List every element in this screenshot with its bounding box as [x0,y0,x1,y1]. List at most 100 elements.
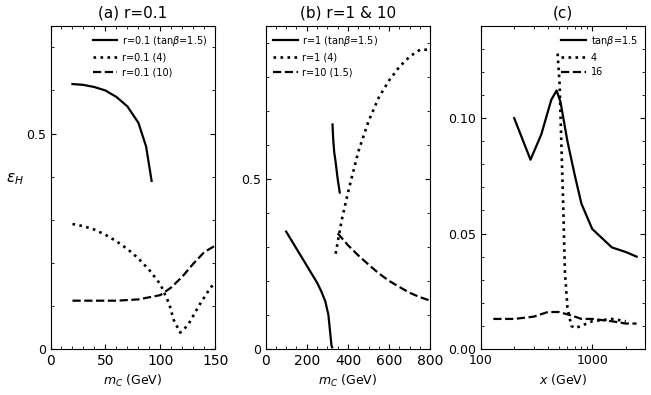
r=0.1 (10) [212,243,219,248]
tan$\beta$=1.5 [622,250,630,254]
4 [561,271,569,275]
tan$\beta$=1.5 [557,100,564,104]
r=1 (tan$\beta$=1.5) [283,229,290,234]
4 [559,203,567,208]
16 [589,316,596,321]
4 [554,51,562,56]
X-axis label: $x$ (GeV): $x$ (GeV) [539,372,587,387]
4 [577,324,585,328]
r=1 (4) [338,217,346,222]
16 [564,312,572,317]
Legend: r=1 (tan$\beta$=1.5), r=1 (4), r=10 (1.5): r=1 (tan$\beta$=1.5), r=1 (4), r=10 (1.5… [270,31,381,80]
16 [571,314,579,319]
4 [608,316,616,321]
r=0.1 (4) [184,323,192,327]
r=1 (4) [375,95,383,100]
r=1 (tan$\beta$=1.5) [288,239,296,244]
4 [589,319,596,324]
r=1 (tan$\beta$=1.5) [327,333,335,338]
r=0.1 (10) [178,274,186,279]
r=0.1 (10) [189,261,197,266]
r=0.1 (tan$\beta$=1.5) [90,85,98,89]
r=0.1 (4) [135,256,143,261]
16 [544,310,551,314]
r=0.1 (10) [167,285,175,290]
r=1 (tan$\beta$=1.5) [301,260,309,265]
16 [490,316,497,321]
r=10 (1.5) [406,290,413,295]
Line: r=0.1 (tan$\beta$=1.5): r=0.1 (tan$\beta$=1.5) [72,84,152,181]
r=0.1 (tan$\beta$=1.5) [135,120,143,125]
Y-axis label: $\varepsilon_H$: $\varepsilon_H$ [6,172,23,187]
r=1 (tan$\beta$=1.5) [307,270,315,275]
r=0.1 (tan$\beta$=1.5) [148,179,156,183]
r=10 (1.5) [426,298,434,303]
r=1 (4) [426,47,434,52]
Line: r=0.1 (4): r=0.1 (4) [72,224,215,333]
r=0.1 (4) [176,330,184,335]
tan$\beta$=1.5 [527,157,534,162]
X-axis label: $m_C$ (GeV): $m_C$ (GeV) [318,373,378,389]
r=1 (tan$\beta$=1.5) [324,312,332,317]
16 [622,321,630,326]
r=0.1 (tan$\beta$=1.5) [102,88,109,93]
r=0.1 (4) [195,303,202,308]
r=10 (1.5) [396,285,404,290]
r=1 (tan$\beta$=1.5) [317,289,325,293]
4 [557,143,565,148]
tan$\beta$=1.5 [547,97,555,102]
tan$\beta$=1.5 [553,88,561,93]
r=10 (1.5) [365,262,372,267]
tan$\beta$=1.5 [577,201,585,206]
16 [608,319,616,324]
r=10 (1.5) [344,243,352,248]
Title: (b) r=1 & 10: (b) r=1 & 10 [300,6,396,21]
4 [556,81,564,86]
tan$\beta$=1.5 [633,254,641,259]
r=0.1 (4) [102,232,109,237]
r=0.1 (4) [212,280,219,284]
r=0.1 (4) [124,246,132,251]
tan$\beta$=1.5 [510,116,518,120]
16 [633,321,641,326]
r=1 (4) [385,78,393,83]
r=10 (1.5) [354,253,362,258]
r=1 (4) [344,190,352,195]
r=0.1 (4) [79,224,87,229]
r=0.1 (4) [206,286,214,291]
r=0.1 (4) [165,301,173,306]
16 [555,310,562,314]
r=1 (4) [406,54,413,59]
r=1 (tan$\beta$=1.5) [328,345,336,350]
r=1 (tan$\beta$=1.5) [322,299,329,304]
r=1 (4) [354,149,362,154]
r=0.1 (tan$\beta$=1.5) [124,104,132,109]
16 [530,314,538,319]
r=10 (1.5) [334,231,342,236]
r=0.1 (4) [145,268,153,273]
tan$\beta$=1.5 [608,245,616,250]
r=0.1 (4) [170,317,178,322]
Line: tan$\beta$=1.5: tan$\beta$=1.5 [514,90,637,257]
r=0.1 (4) [68,222,76,226]
r=0.1 (10) [90,298,98,303]
r=0.1 (tan$\beta$=1.5) [142,144,150,149]
r=1 (4) [332,251,340,256]
r=10 (1.5) [385,278,393,283]
r=0.1 (10) [201,250,208,254]
Line: r=0.1 (10): r=0.1 (10) [72,246,215,301]
r=0.1 (4) [113,239,120,244]
Line: 16: 16 [493,312,637,324]
r=0.1 (4) [90,227,98,232]
r=1 (4) [416,47,424,52]
r=10 (1.5) [375,271,383,276]
Line: r=1 (4): r=1 (4) [336,50,430,254]
4 [622,319,630,324]
Legend: r=0.1 (tan$\beta$=1.5), r=0.1 (4), r=0.1 (10): r=0.1 (tan$\beta$=1.5), r=0.1 (4), r=0.1… [90,31,210,80]
r=1 (tan$\beta$=1.5) [327,343,335,348]
r=0.1 (10) [113,298,120,303]
r=1 (4) [365,119,372,124]
Title: (c): (c) [553,6,573,21]
tan$\beta$=1.5 [564,139,572,144]
Legend: tan$\beta$=1.5, 4, 16: tan$\beta$=1.5, 4, 16 [559,31,641,80]
